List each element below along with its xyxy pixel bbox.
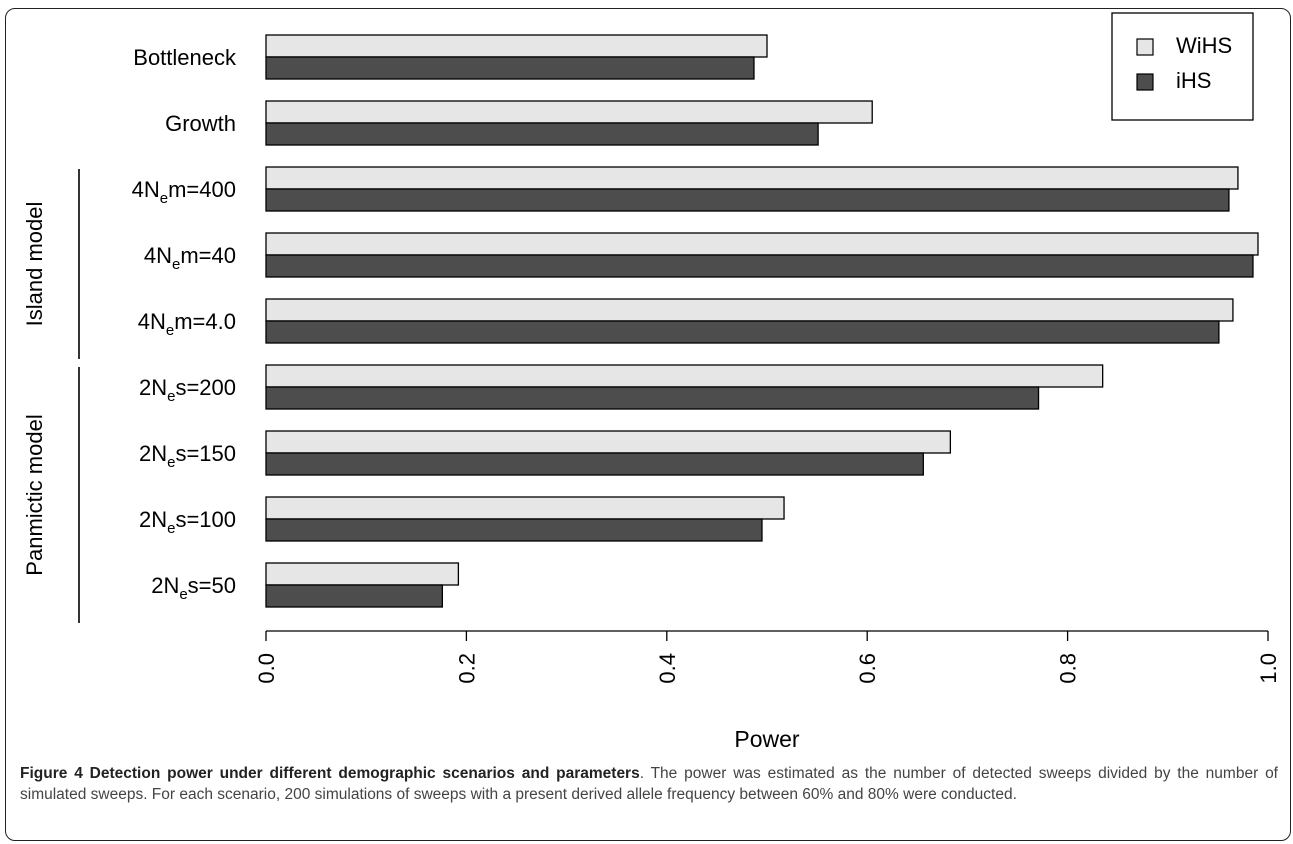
figure-caption: Figure 4 Detection power under different… [20,764,1278,805]
group-label-0: Island model [22,202,47,327]
bar-chart: BottleneckGrowth4Nem=4004Nem=404Nem=4.02… [22,12,1281,752]
category-label-text: 2N [151,573,179,598]
x-tick-label-3: 0.6 [855,653,880,684]
x-tick-label-2: 0.4 [655,653,680,684]
bar-ihs-2 [265,188,1230,212]
figure-frame [5,8,1291,841]
bar-wihs-2 [265,166,1239,190]
legend-swatch-wihs [1136,38,1154,56]
x-axis: 0.0 0.2 0.4 0.6 0.8 1.0 [254,630,1281,684]
category-label-tail: m=400 [168,177,236,202]
category-label-1: Growth [165,111,236,136]
legend-box [1111,12,1254,121]
category-label-text: 4N [144,243,172,268]
category-label-tail: s=100 [175,507,236,532]
group-label-1: Panmictic model [22,414,47,575]
bar-wihs-7 [265,496,785,520]
category-label-text: Growth [165,111,236,136]
category-label-text: 4N [138,309,166,334]
x-tick-label-4: 0.8 [1056,653,1081,684]
x-axis-label: Power [734,726,800,752]
category-label-text: 2N [139,375,167,400]
group-labels: Island model Panmictic model [22,169,80,623]
bar-wihs-8 [265,562,460,586]
bar-wihs-1 [265,100,873,124]
legend-label-wihs: WiHS [1176,33,1232,58]
bar-wihs-3 [265,232,1259,256]
category-label-tail: s=50 [188,573,236,598]
bar-ihs-5 [265,386,1040,410]
category-label-tail: s=150 [175,441,236,466]
legend-swatch-ihs [1136,73,1154,91]
category-label-subscript: e [167,520,175,537]
caption-paragraph: Figure 4 Detection power under different… [20,764,1278,805]
bar-ihs-8 [265,584,444,608]
caption-title: Figure 4 Detection power under different… [20,765,640,782]
bar-wihs-5 [265,364,1104,388]
category-label-8: 2Nes=50 [151,573,236,603]
bars-layer [265,34,1259,608]
category-label-4: 4Nem=4.0 [138,309,236,339]
category-label-text: 4N [132,177,160,202]
category-label-text: 2N [139,441,167,466]
category-label-6: 2Nes=150 [139,441,236,471]
category-labels: BottleneckGrowth4Nem=4004Nem=404Nem=4.02… [132,45,237,603]
legend-label-ihs: iHS [1176,68,1211,93]
x-tick-label-1: 0.2 [454,653,479,684]
bar-ihs-0 [265,56,755,80]
category-label-subscript: e [166,322,174,339]
legend: WiHS iHS [1111,12,1254,121]
bar-ihs-7 [265,518,763,542]
bar-ihs-1 [265,122,819,146]
x-tick-label-0: 0.0 [254,653,279,684]
category-label-3: 4Nem=40 [144,243,236,273]
bar-wihs-6 [265,430,952,454]
category-label-7: 2Nes=100 [139,507,236,537]
category-label-subscript: e [167,388,175,405]
category-label-text: Bottleneck [133,45,237,70]
category-label-5: 2Nes=200 [139,375,236,405]
category-label-subscript: e [179,586,187,603]
caption-body: . The power was estimated as the number … [20,765,1278,803]
category-label-subscript: e [172,256,180,273]
category-label-text: 2N [139,507,167,532]
category-label-tail: m=4.0 [174,309,236,334]
x-tick-label-5: 1.0 [1256,653,1281,684]
category-label-tail: m=40 [180,243,236,268]
bar-wihs-4 [265,298,1234,322]
bar-ihs-4 [265,320,1220,344]
category-label-0: Bottleneck [133,45,237,70]
bar-ihs-3 [265,254,1254,278]
bar-wihs-0 [265,34,768,58]
category-label-2: 4Nem=400 [132,177,236,207]
category-label-subscript: e [167,454,175,471]
category-label-tail: s=200 [175,375,236,400]
bar-ihs-6 [265,452,924,476]
category-label-subscript: e [160,190,168,207]
